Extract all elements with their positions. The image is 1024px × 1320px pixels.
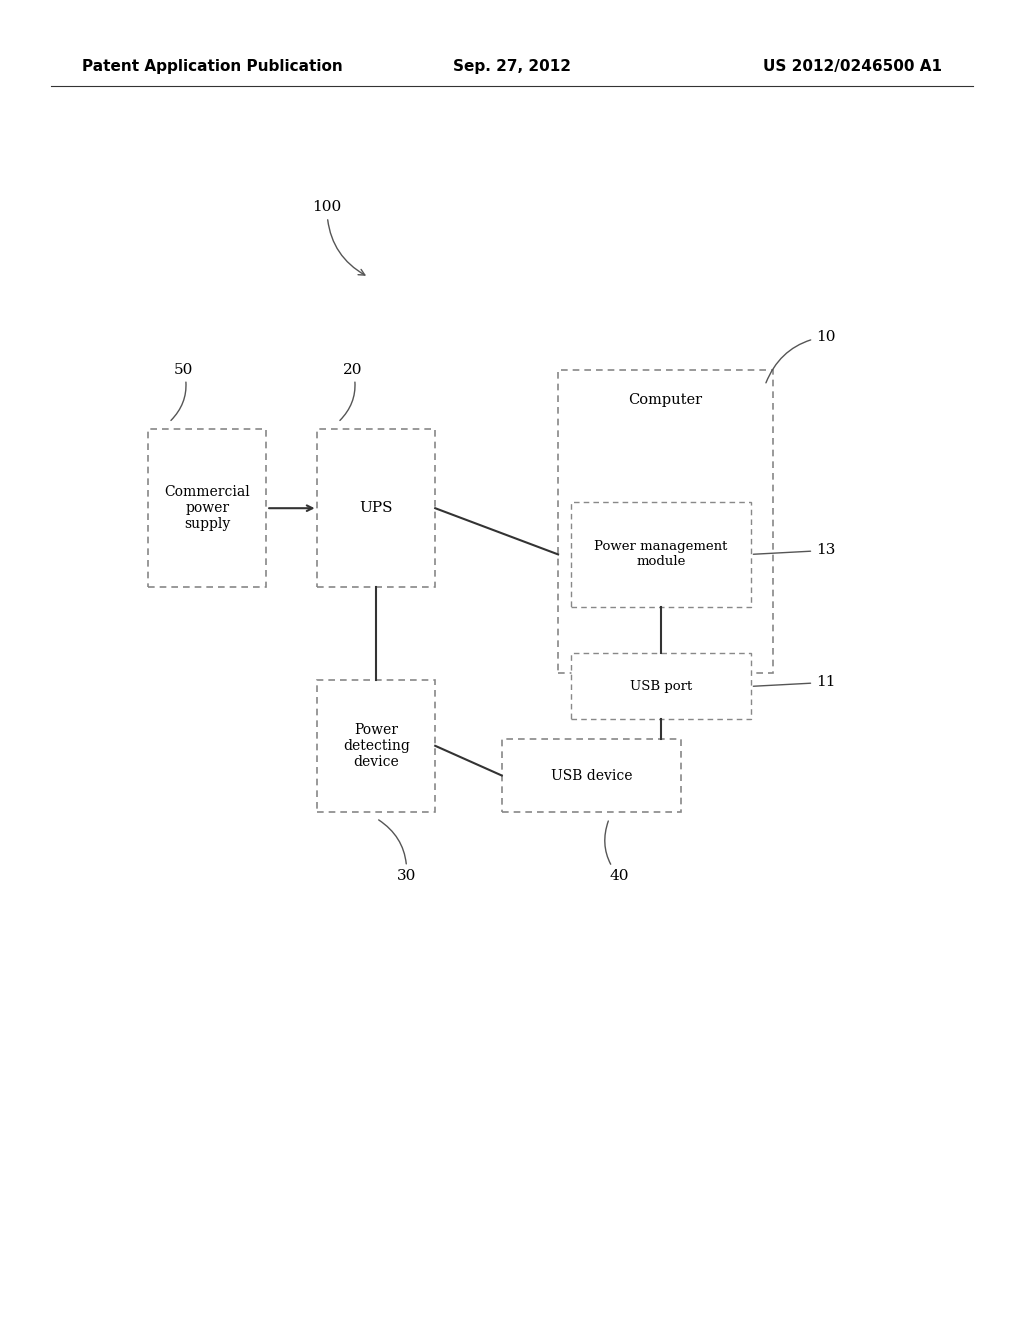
Text: US 2012/0246500 A1: US 2012/0246500 A1	[763, 59, 942, 74]
Text: Sep. 27, 2012: Sep. 27, 2012	[453, 59, 571, 74]
FancyBboxPatch shape	[571, 653, 751, 719]
Text: 100: 100	[312, 201, 365, 275]
Text: 11: 11	[754, 676, 836, 689]
Text: 10: 10	[766, 330, 836, 383]
FancyBboxPatch shape	[317, 429, 435, 587]
Text: USB port: USB port	[630, 680, 692, 693]
Text: Patent Application Publication: Patent Application Publication	[82, 59, 343, 74]
Text: Commercial
power
supply: Commercial power supply	[165, 484, 250, 532]
FancyBboxPatch shape	[571, 502, 751, 607]
Text: Computer: Computer	[629, 393, 702, 408]
Text: Power
detecting
device: Power detecting device	[343, 722, 410, 770]
FancyBboxPatch shape	[558, 370, 773, 673]
Text: 50: 50	[171, 363, 194, 421]
Text: 30: 30	[379, 820, 416, 883]
FancyBboxPatch shape	[148, 429, 266, 587]
FancyBboxPatch shape	[502, 739, 681, 812]
Text: UPS: UPS	[359, 502, 393, 515]
Text: USB device: USB device	[551, 768, 632, 783]
Text: 40: 40	[605, 821, 629, 883]
Text: 13: 13	[754, 544, 836, 557]
FancyBboxPatch shape	[317, 680, 435, 812]
Text: Power management
module: Power management module	[594, 540, 728, 569]
Text: 20: 20	[340, 363, 362, 421]
